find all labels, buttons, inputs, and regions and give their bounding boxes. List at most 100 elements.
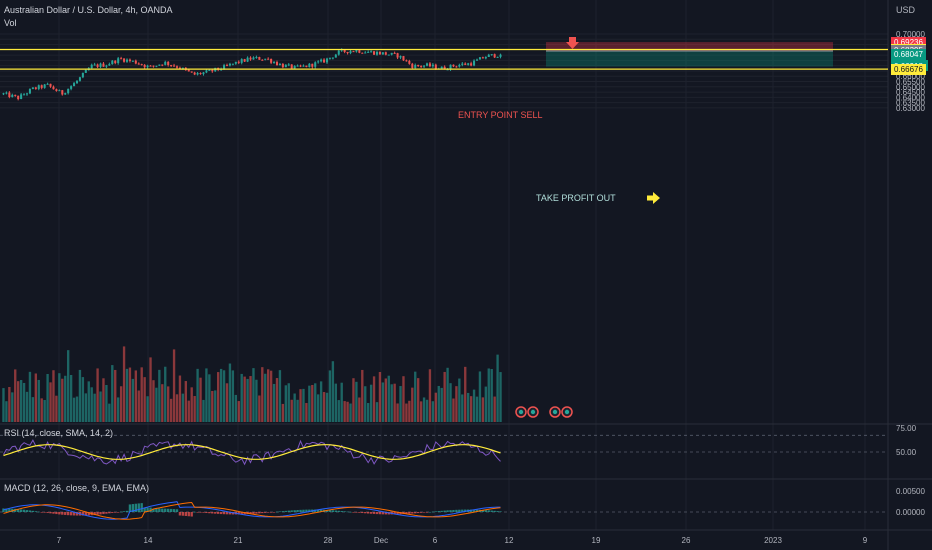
time-tick-label: Dec [374, 536, 388, 545]
take-profit-text: TAKE PROFIT OUT [536, 193, 616, 203]
volume-bars [2, 346, 573, 422]
volume-bar [405, 403, 408, 422]
price-tick-label: 0.65000 [896, 83, 925, 92]
volume-bar [55, 395, 58, 422]
macd-histogram-bar [393, 512, 396, 515]
candle-body [314, 62, 317, 67]
candle-body [411, 63, 414, 68]
volume-bar [28, 371, 32, 422]
volume-bar [105, 385, 108, 422]
candle-body [137, 63, 140, 65]
macd-histogram-bar [96, 512, 99, 515]
candle-body [311, 63, 314, 67]
candle-body [196, 73, 199, 75]
symbol-title[interactable]: Australian Dollar / U.S. Dollar, 4h, OAN… [4, 5, 173, 15]
volume-bar [111, 365, 114, 422]
candle-body [420, 66, 423, 68]
candle-body [393, 52, 396, 54]
macd-histogram-bar [143, 507, 146, 512]
macd-legend[interactable]: MACD (12, 26, close, 9, EMA, EMA) [4, 483, 150, 493]
volume-bar [14, 369, 17, 422]
candle-body [67, 88, 70, 94]
macd-histogram-bar [352, 512, 355, 513]
volume-bar [411, 387, 414, 422]
volume-bar [334, 383, 337, 422]
price-axis: 0.630000.635000.640000.645000.650000.655… [896, 30, 925, 517]
time-tick-label: 28 [324, 536, 333, 545]
volume-legend[interactable]: Vol [4, 18, 17, 28]
candle-body [181, 67, 184, 69]
candle-body [11, 94, 14, 98]
candle-body [452, 64, 455, 67]
macd-histogram-bar [319, 509, 323, 512]
volume-bar [78, 369, 82, 422]
candle-body [328, 57, 331, 59]
candle-body [467, 63, 470, 65]
macd-histogram-bar [131, 504, 135, 512]
volume-bar [249, 376, 252, 422]
volume-bar [490, 369, 493, 422]
volume-bar [93, 393, 96, 422]
candle-body [352, 51, 355, 53]
candle-body [264, 58, 267, 60]
candle-body [331, 57, 334, 59]
macd-histogram-bar [37, 511, 40, 513]
sell-arrow-icon [566, 36, 579, 49]
macd-pane [0, 501, 888, 520]
macd-histogram-bar [340, 511, 343, 512]
candle-body [73, 83, 76, 87]
volume-bar [419, 401, 423, 422]
macd-histogram-bar [52, 512, 55, 514]
candle-body [334, 54, 337, 58]
volume-bar [437, 385, 440, 422]
volume-bar [61, 378, 64, 422]
volume-bar [378, 372, 382, 422]
volume-bar [158, 369, 161, 422]
volume-bar [90, 387, 93, 422]
macd-histogram-bar [146, 507, 149, 512]
volume-bar [84, 393, 87, 422]
macd-histogram-bar [384, 512, 387, 515]
candle-body [155, 65, 158, 67]
volume-bar [169, 398, 173, 422]
candle-body [305, 65, 308, 68]
candle-body [208, 69, 211, 71]
macd-histogram-bar [28, 510, 32, 512]
volume-bar [125, 368, 129, 422]
volume-bar [122, 346, 126, 422]
time-tick-label: 14 [144, 536, 153, 545]
volume-bar [267, 369, 270, 422]
volume-bar [37, 379, 40, 422]
candle-body [431, 64, 434, 67]
candle-body [78, 77, 81, 81]
volume-bar [325, 392, 329, 422]
volume-bar [496, 354, 499, 422]
macd-histogram-bar [128, 504, 132, 512]
macd-histogram-bar [217, 512, 220, 514]
macd-histogram-bar [222, 512, 226, 515]
macd-histogram-bar [158, 508, 161, 512]
macd-histogram-bar [22, 509, 26, 512]
volume-bar [137, 390, 140, 422]
candle-body [202, 72, 205, 75]
macd-histogram-bar [425, 512, 429, 513]
volume-bar [99, 391, 102, 422]
volume-bar [187, 400, 190, 422]
volume-bar [481, 397, 485, 422]
macd-histogram-bar [25, 510, 29, 512]
macd-histogram-bar [493, 510, 496, 512]
volume-bar [402, 376, 405, 422]
volume-bar [231, 370, 235, 422]
volume-bar [281, 403, 285, 422]
macd-histogram-bar [196, 512, 199, 513]
volume-bar [222, 370, 226, 422]
macd-histogram-bar [178, 512, 182, 516]
volume-bar [67, 350, 70, 422]
candle-body [487, 54, 490, 58]
macd-histogram-bar [346, 511, 349, 513]
macd-histogram-bar [243, 512, 246, 515]
volume-bar [108, 403, 111, 422]
rsi-legend[interactable]: RSI (14, close, SMA, 14, 2) [4, 428, 114, 438]
macd-histogram-bar [308, 509, 311, 512]
